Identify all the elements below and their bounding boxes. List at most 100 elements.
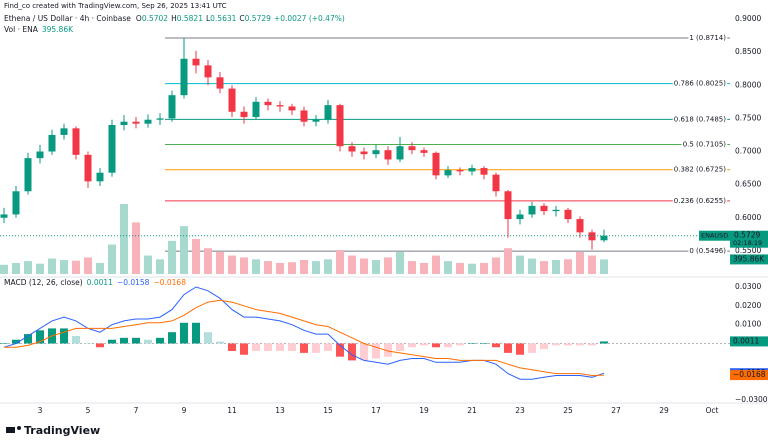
candle-body bbox=[588, 232, 596, 241]
candle-body bbox=[228, 88, 236, 112]
macd-histogram-bar bbox=[348, 343, 357, 361]
fib-label-bg bbox=[688, 247, 728, 256]
volume-bar bbox=[420, 262, 429, 274]
fib-label: 1 (0.8714) bbox=[689, 34, 726, 42]
volume-bar bbox=[504, 248, 513, 274]
volume-bar bbox=[288, 262, 297, 274]
volume-name: Vol · ENA bbox=[4, 25, 39, 34]
fib-label: 0.618 (0.7485) bbox=[674, 115, 726, 123]
candle-body bbox=[84, 154, 92, 182]
volume-bar bbox=[264, 261, 273, 274]
signal-line bbox=[4, 299, 605, 377]
macd-histogram-bar bbox=[144, 339, 153, 344]
y-tick-label: 0.7500 bbox=[735, 113, 761, 122]
candle-body bbox=[168, 95, 176, 119]
ohlc-label: C bbox=[239, 14, 244, 23]
volume-bar bbox=[216, 251, 225, 274]
volume-bar bbox=[252, 259, 261, 274]
candle-body bbox=[252, 101, 260, 118]
symbol-label: ENAUSD bbox=[701, 232, 728, 240]
candle-body bbox=[12, 191, 20, 215]
ohlc-label: H bbox=[171, 14, 177, 23]
volume-bar bbox=[456, 262, 465, 274]
volume-bar bbox=[372, 260, 381, 274]
macd-value: −0.0158 bbox=[117, 278, 150, 287]
x-tick-label: 5 bbox=[86, 406, 91, 415]
volume-bar bbox=[168, 240, 177, 274]
fib-label-bg bbox=[672, 115, 728, 124]
ohlc-label: O bbox=[136, 14, 142, 23]
volume-bar bbox=[432, 255, 441, 274]
candle-body bbox=[336, 105, 344, 147]
macd-histogram-bar bbox=[216, 341, 225, 344]
candle-body bbox=[24, 158, 32, 192]
volume-bar bbox=[576, 251, 585, 274]
volume-bar bbox=[60, 260, 69, 274]
volume-bar bbox=[408, 261, 417, 274]
macd-histogram-bar bbox=[420, 343, 429, 346]
candle-body bbox=[408, 146, 416, 151]
volume-bar bbox=[300, 260, 309, 274]
fib-label-bg bbox=[672, 196, 728, 205]
ohlc-value: 0.5631 bbox=[210, 14, 236, 23]
macd-histogram-bar bbox=[72, 335, 81, 344]
candle-body bbox=[420, 150, 428, 153]
y-tick-label: 0.8000 bbox=[735, 80, 761, 89]
macd-histogram-bar bbox=[384, 343, 393, 357]
candle-body bbox=[444, 170, 452, 176]
volume-bar bbox=[156, 259, 165, 274]
fib-label: 0 (0.5496) bbox=[689, 247, 726, 255]
hist-value: 0.0011 bbox=[87, 278, 113, 287]
macd-histogram-bar bbox=[444, 343, 453, 348]
volume-bar bbox=[492, 257, 501, 274]
macd-histogram-bar bbox=[84, 343, 93, 344]
macd-histogram-bar bbox=[180, 322, 189, 344]
candle-body bbox=[480, 168, 488, 175]
volume-bar bbox=[564, 259, 573, 274]
candle-body bbox=[384, 150, 392, 160]
volume-bar bbox=[120, 204, 129, 274]
y-tick-label: 0.0200 bbox=[735, 301, 761, 310]
volume-bar bbox=[0, 264, 9, 274]
candle-body bbox=[48, 134, 56, 152]
x-tick-label: 15 bbox=[323, 406, 333, 415]
macd-histogram-bar bbox=[516, 343, 525, 355]
candle-body bbox=[120, 121, 128, 126]
macd-histogram-bar bbox=[12, 339, 21, 344]
macd-histogram-bar bbox=[300, 343, 309, 353]
candle-body bbox=[240, 111, 248, 118]
volume-bar bbox=[552, 260, 561, 274]
macd-histogram-bar bbox=[336, 343, 345, 357]
candle-body bbox=[96, 172, 104, 182]
x-tick-label: 11 bbox=[227, 406, 237, 415]
credit: Find_co created with TradingView.com, Se… bbox=[4, 2, 227, 10]
fib-label: 0.382 (0.6725) bbox=[674, 166, 726, 174]
candle-body bbox=[552, 209, 560, 212]
x-tick-label: 13 bbox=[275, 406, 285, 415]
volume-bar bbox=[588, 255, 597, 274]
countdown: 02:18:19 bbox=[733, 239, 762, 247]
candle-body bbox=[360, 151, 368, 155]
macd-histogram-bar bbox=[36, 330, 45, 344]
candle-body bbox=[108, 125, 116, 173]
candle-body bbox=[576, 219, 584, 233]
logo-mark bbox=[6, 427, 15, 433]
fib-label: 0.5 (0.7105) bbox=[683, 141, 727, 149]
volume-value: 395.86K bbox=[42, 25, 74, 34]
candle-body bbox=[432, 152, 440, 176]
y-tick-label: 0.6500 bbox=[735, 180, 761, 189]
x-tick-label: 19 bbox=[419, 406, 429, 415]
last-price-label: 0.5729 bbox=[734, 231, 760, 240]
candle-body bbox=[372, 150, 380, 155]
x-tick-label: 9 bbox=[182, 406, 187, 415]
x-tick-label: 21 bbox=[467, 406, 477, 415]
volume-bar bbox=[348, 255, 357, 274]
candle-body bbox=[348, 146, 356, 152]
macd-histogram-bar bbox=[276, 343, 285, 352]
candle-body bbox=[456, 170, 464, 172]
x-tick-label: 27 bbox=[611, 406, 621, 415]
macd-histogram-bar bbox=[60, 328, 69, 344]
volume-bar bbox=[384, 257, 393, 274]
candle-body bbox=[36, 151, 44, 159]
macd-histogram-bar bbox=[504, 343, 513, 353]
